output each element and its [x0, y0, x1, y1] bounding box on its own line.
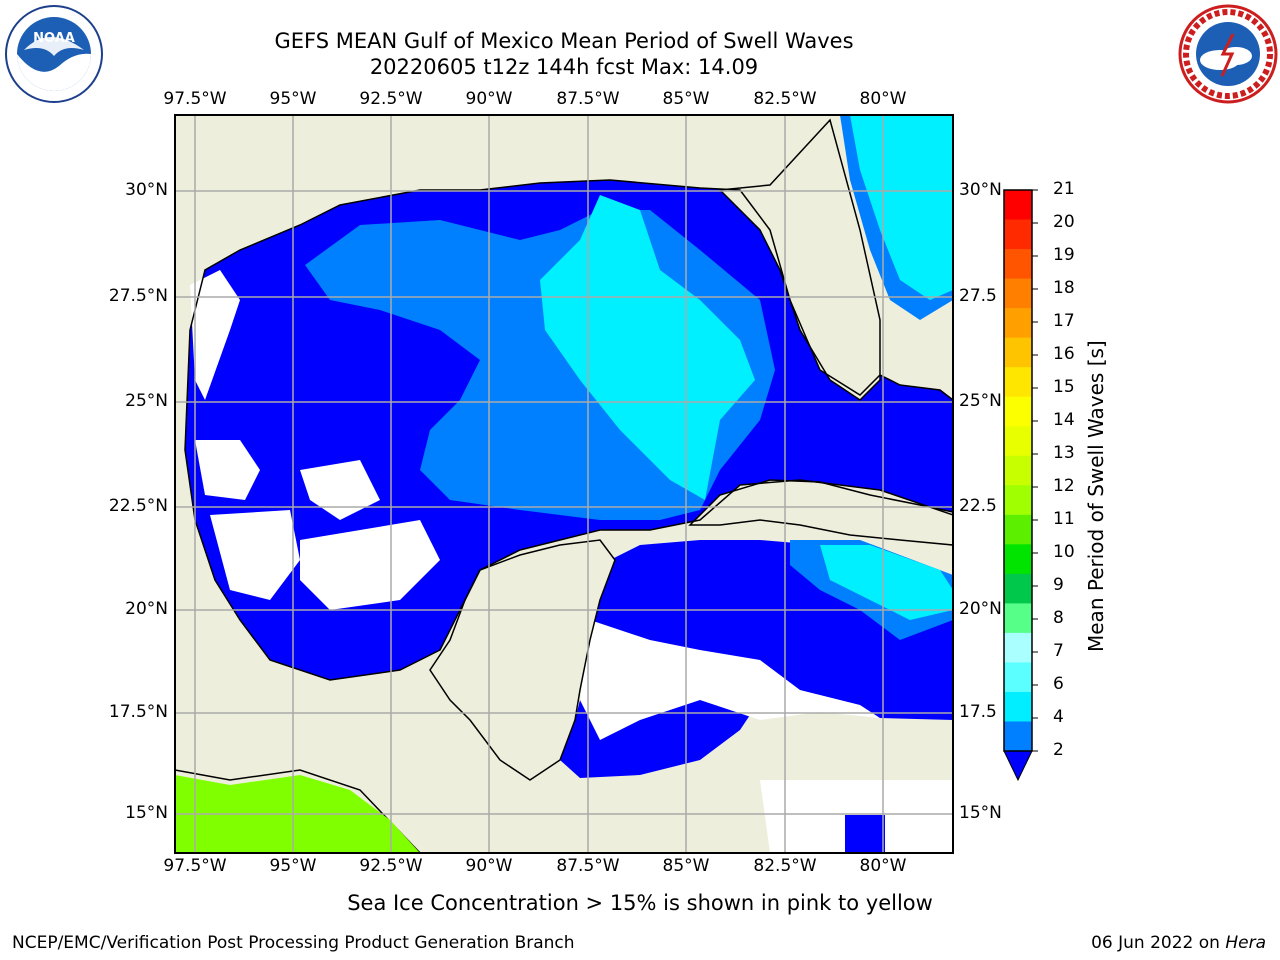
colorbar-segment	[1004, 603, 1032, 634]
colorbar-label: Mean Period of Swell Waves [s]	[1084, 340, 1108, 652]
gulf-swell-high	[540, 195, 755, 500]
noaa-logo: NOAA	[5, 5, 103, 103]
colorbar-segment	[1004, 337, 1032, 368]
svg-text:NOAA: NOAA	[33, 31, 75, 46]
colorbar-tick-label: 21	[1053, 179, 1075, 199]
colorbar-segment	[1004, 544, 1032, 575]
lat-label: 30°N	[125, 180, 168, 200]
lat-label: 30°N	[959, 180, 1002, 200]
colorbar-tick-label: 17	[1053, 311, 1075, 331]
colorbar-segment	[1004, 721, 1032, 752]
lat-label: 27.5°N	[108, 286, 168, 306]
colorbar-segment	[1004, 632, 1032, 663]
lat-label: 22.5°N	[108, 496, 168, 516]
missing-data-patch	[300, 520, 440, 610]
lon-label: 92.5°W	[359, 89, 423, 109]
colorbar-tick-label: 4	[1053, 707, 1064, 727]
footer-credit: NCEP/EMC/Verification Post Processing Pr…	[12, 933, 575, 953]
caribbean-swell-high	[820, 545, 953, 620]
colorbar-tick-label: 10	[1053, 542, 1075, 562]
colorbar-tick-label: 9	[1053, 575, 1064, 595]
colorbar-tick-label: 15	[1053, 377, 1075, 397]
colorbar-tick-label: 16	[1053, 344, 1075, 364]
lon-label: 95°W	[269, 89, 317, 109]
missing-data-patch	[210, 510, 300, 600]
lat-label: 17.5°N	[108, 702, 168, 722]
colorbar-segment	[1004, 308, 1032, 339]
colorbar-segment	[1004, 278, 1032, 309]
colorbar-tick-label: 2	[1053, 740, 1064, 760]
missing-data-patch	[195, 440, 260, 500]
lat-label: 25°N	[959, 391, 1002, 411]
lat-label: 15°N	[125, 803, 168, 823]
colorbar-segment	[1004, 249, 1032, 280]
lon-label: 90°W	[465, 856, 513, 876]
lon-label: 85°W	[662, 89, 710, 109]
colorbar-tick-label: 12	[1053, 476, 1075, 496]
footer-date: 06 Jun 2022 on Hera	[1091, 933, 1266, 953]
lat-label: 22.5	[959, 496, 997, 516]
colorbar-segment	[1004, 219, 1032, 250]
chart-subtitle: 20220605 t12z 144h fcst Max: 14.09	[369, 55, 759, 79]
colorbar-tick-label: 13	[1053, 443, 1075, 463]
colorbar-segment	[1004, 396, 1032, 427]
colorbar-segment	[1004, 367, 1032, 398]
map-frame	[174, 114, 954, 854]
colorbar-segment	[1004, 455, 1032, 486]
colorbar-segment	[1004, 514, 1032, 545]
lon-label: 85°W	[662, 856, 710, 876]
colorbar-underflow	[1003, 750, 1033, 782]
chart-title: GEFS MEAN Gulf of Mexico Mean Period of …	[274, 29, 854, 53]
colorbar-frame	[1003, 189, 1033, 752]
colorbar-tick-label: 18	[1053, 278, 1075, 298]
lon-label: 87.5°W	[556, 89, 620, 109]
lon-label: 95°W	[269, 856, 317, 876]
colorbar-tick-label: 6	[1053, 674, 1064, 694]
lon-label: 82.5°W	[753, 856, 817, 876]
missing-data-patch	[190, 270, 240, 400]
lon-label: 87.5°W	[556, 856, 620, 876]
colorbar-segment	[1004, 190, 1032, 221]
lon-label: 80°W	[859, 89, 907, 109]
lat-label: 25°N	[125, 391, 168, 411]
missing-data-patch	[580, 620, 880, 740]
lon-label: 82.5°W	[753, 89, 817, 109]
colorbar-segment	[1004, 485, 1032, 516]
colorbar-tick-label: 8	[1053, 608, 1064, 628]
sea-ice-note: Sea Ice Concentration > 15% is shown in …	[347, 891, 933, 915]
lon-label: 80°W	[859, 856, 907, 876]
colorbar-tick-label: 19	[1053, 245, 1075, 265]
colorbar-tick-label: 14	[1053, 410, 1075, 430]
lat-label: 20°N	[125, 599, 168, 619]
colorbar-segment	[1004, 426, 1032, 457]
nws-logo	[1178, 4, 1278, 104]
lat-label: 17.5	[959, 702, 997, 722]
lon-label: 97.5°W	[163, 856, 227, 876]
colorbar-tick-label: 11	[1053, 509, 1075, 529]
colorbar-segment	[1004, 662, 1032, 693]
caribbean-ocean-patch	[845, 815, 885, 853]
atlantic-swell-high	[850, 115, 953, 300]
colorbar-segment	[1004, 573, 1032, 604]
florida-peninsula	[718, 118, 881, 401]
colorbar-tick-label: 20	[1053, 212, 1075, 232]
lat-label: 15°N	[959, 803, 1002, 823]
lat-label: 20°N	[959, 599, 1002, 619]
colorbar-segment	[1004, 691, 1032, 722]
lon-label: 97.5°W	[163, 89, 227, 109]
colorbar-tick-label: 7	[1053, 641, 1064, 661]
missing-data-patch	[300, 460, 380, 520]
lon-label: 92.5°W	[359, 856, 423, 876]
yucatan-peninsula	[429, 539, 616, 781]
lon-label: 90°W	[465, 89, 513, 109]
footer-host: Hera	[1225, 933, 1266, 953]
lat-label: 27.5	[959, 286, 997, 306]
